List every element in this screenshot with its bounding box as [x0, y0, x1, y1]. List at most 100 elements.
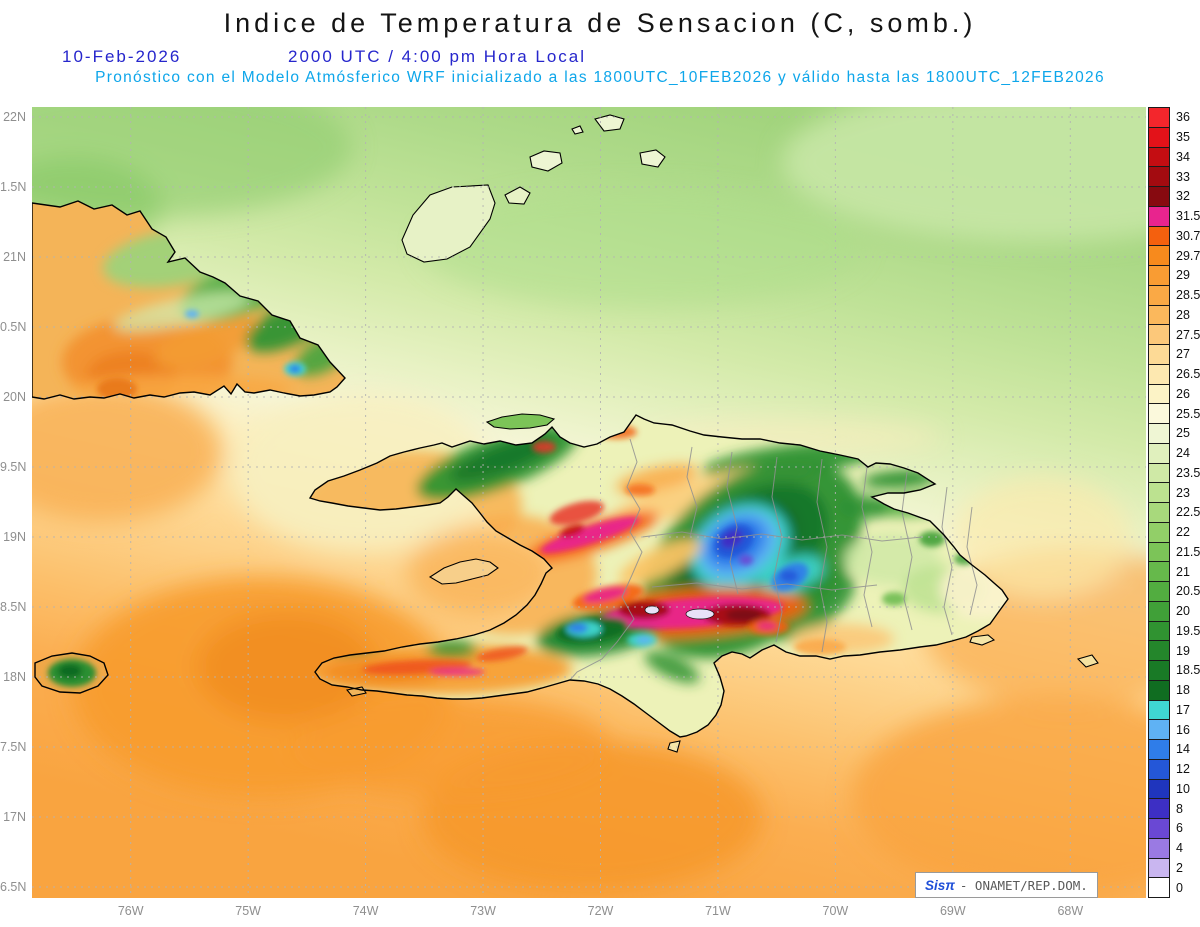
colorbar-label: 22	[1176, 525, 1190, 540]
valid-date-label: 10-Feb-2026	[62, 47, 182, 66]
colorbar-swatch	[1148, 126, 1170, 148]
colorbar-row: 27	[1148, 344, 1200, 365]
colorbar-swatch	[1148, 363, 1170, 385]
colorbar-label: 2	[1176, 860, 1183, 875]
colorbar-swatch	[1148, 640, 1170, 661]
colorbar-swatch	[1148, 758, 1170, 780]
colorbar-label: 22.5	[1176, 505, 1200, 520]
colorbar-swatch	[1148, 600, 1170, 622]
colorbar-swatch	[1148, 541, 1170, 563]
colorbar-swatch	[1148, 186, 1170, 207]
colorbar-label: 27.5	[1176, 327, 1200, 342]
colorbar-label: 28.5	[1176, 288, 1200, 303]
colorbar-label: 6	[1176, 821, 1183, 836]
colorbar-row: 24	[1148, 442, 1200, 464]
colorbar-label: 24	[1176, 446, 1190, 461]
gonave-island	[428, 558, 499, 585]
colorbar-swatch	[1148, 877, 1170, 898]
colorbar-row: 29	[1148, 265, 1200, 286]
colorbar-label: 10	[1176, 781, 1190, 796]
tortue-island	[485, 413, 556, 430]
colorbar-label: 35	[1176, 130, 1190, 145]
colorbar-row: 12	[1148, 758, 1200, 780]
x-tick-label: 70W	[822, 904, 849, 918]
colorbar: 36 35 34 33 32 31.5 30.7 29.7 29 28.5 28 27.5 27 26.5…	[1148, 107, 1200, 898]
colorbar-label: 29.7	[1176, 248, 1200, 263]
colorbar-label: 21.5	[1176, 544, 1200, 559]
colorbar-swatch	[1148, 146, 1170, 168]
colorbar-swatch	[1148, 857, 1170, 879]
colorbar-swatch	[1148, 344, 1170, 365]
x-tick-label: 73W	[470, 904, 496, 918]
colorbar-swatch	[1148, 502, 1170, 523]
colorbar-swatch	[1148, 442, 1170, 464]
y-tick-label: 0.5N	[0, 320, 27, 334]
colorbar-swatch	[1148, 561, 1170, 582]
colorbar-label: 25.5	[1176, 406, 1200, 421]
colorbar-label: 33	[1176, 169, 1190, 184]
colorbar-row: 6	[1148, 818, 1200, 839]
colorbar-row: 2	[1148, 857, 1200, 879]
colorbar-row: 25	[1148, 423, 1200, 444]
colorbar-swatch	[1148, 620, 1170, 642]
x-tick-label: 75W	[235, 904, 261, 918]
colorbar-swatch	[1148, 798, 1170, 819]
colorbar-swatch	[1148, 245, 1170, 266]
colorbar-row: 35	[1148, 126, 1200, 148]
map-canvas	[0, 77, 1200, 898]
latitude-axis: 22N 1.5N 21N 0.5N 20N 9.5N 19N 8.5N 18N 7.5N 17N 6.…	[0, 107, 28, 898]
colorbar-row: 18	[1148, 679, 1200, 701]
colorbar-row: 22	[1148, 521, 1200, 543]
colorbar-swatch	[1148, 225, 1170, 247]
colorbar-label: 18	[1176, 683, 1190, 698]
colorbar-label: 14	[1176, 742, 1190, 757]
colorbar-row: 29.7	[1148, 245, 1200, 266]
colorbar-row: 0	[1148, 877, 1200, 898]
colorbar-row: 30.7	[1148, 225, 1200, 247]
colorbar-row: 8	[1148, 798, 1200, 819]
colorbar-row: 20.5	[1148, 581, 1200, 602]
colorbar-swatch	[1148, 403, 1170, 424]
small-islands	[345, 114, 1099, 753]
y-tick-label: 7.5N	[0, 740, 27, 754]
colorbar-label: 19	[1176, 643, 1190, 658]
colorbar-label: 4	[1176, 841, 1183, 856]
turks-caicos-a	[529, 150, 563, 172]
colorbar-label: 36	[1176, 110, 1190, 125]
saona-island	[969, 634, 996, 646]
colorbar-row: 19.5	[1148, 620, 1200, 642]
y-tick-label: 21N	[3, 250, 26, 264]
x-tick-label: 71W	[705, 904, 731, 918]
x-tick-label: 72W	[587, 904, 614, 918]
colorbar-label: 0	[1176, 880, 1183, 895]
little-inagua	[504, 186, 531, 205]
colorbar-row: 28	[1148, 304, 1200, 326]
colorbar-swatch	[1148, 581, 1170, 602]
credit-source-label: - ONAMET/REP.DOM.	[959, 877, 1088, 893]
colorbar-row: 27.5	[1148, 324, 1200, 345]
cay	[571, 125, 584, 135]
colorbar-label: 19.5	[1176, 623, 1200, 638]
colorbar-row: 19	[1148, 640, 1200, 661]
colorbar-swatch	[1148, 383, 1170, 405]
jamaica-temperature-field	[48, 659, 96, 687]
colorbar-label: 20.5	[1176, 584, 1200, 599]
colorbar-row: 25.5	[1148, 403, 1200, 424]
colorbar-swatch	[1148, 284, 1170, 306]
x-tick-label: 69W	[939, 904, 966, 918]
colorbar-label: 29	[1176, 268, 1190, 283]
y-tick-label: 22N	[3, 110, 26, 124]
y-tick-label: 6.5N	[0, 880, 27, 894]
colorbar-swatch	[1148, 166, 1170, 187]
colorbar-swatch	[1148, 679, 1170, 701]
chart-title: Indice de Temperatura de Sensacion (C, s…	[223, 8, 977, 38]
colorbar-row: 26.5	[1148, 363, 1200, 385]
y-tick-label: 1.5N	[0, 180, 27, 194]
colorbar-row: 23.5	[1148, 462, 1200, 484]
sispi-logo: Sisπ	[925, 877, 955, 893]
x-tick-label: 74W	[352, 904, 379, 918]
colorbar-swatch	[1148, 660, 1170, 681]
model-forecast-subtitle: Pronóstico con el Modelo Atmósferico WRF…	[95, 69, 1105, 86]
colorbar-swatch	[1148, 521, 1170, 543]
colorbar-swatch	[1148, 423, 1170, 444]
